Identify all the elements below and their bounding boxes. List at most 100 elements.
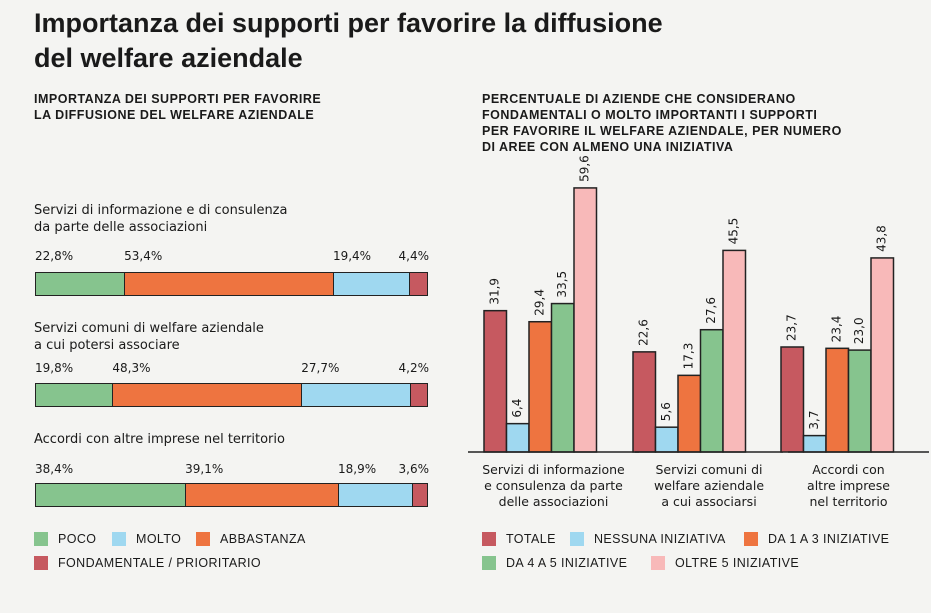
percent-label: 48,3% xyxy=(112,361,151,375)
legend-item-poco: POCO xyxy=(34,532,96,546)
grouped-bar xyxy=(825,347,850,453)
percent-label: 39,1% xyxy=(185,462,224,476)
legend-label-totale: TOTALE xyxy=(506,532,556,546)
legend-swatch-da1a3 xyxy=(744,532,758,546)
category-label: welfare aziendale xyxy=(654,478,764,493)
left-subtitle-line-2: LA DIFFUSIONE DEL WELFARE AZIENDALE xyxy=(34,108,315,122)
category-label: nel territorio xyxy=(810,494,888,509)
left-category-label: Servizi comuni di welfare aziendale a cui… xyxy=(34,320,334,354)
percent-label: 53,4% xyxy=(124,249,163,263)
category-label: Servizi comuni di xyxy=(655,462,762,477)
percent-label: 27,7% xyxy=(301,361,340,375)
legend-label-abbastanza: ABBASTANZA xyxy=(220,532,306,546)
legend-label-fondamentale: FONDAMENTALE / PRIORITARIO xyxy=(58,556,262,570)
page-title-line-2: del welfare aziendale xyxy=(34,43,303,73)
bar-value-label: 33,5 xyxy=(555,271,569,298)
legend-swatch-da4a5 xyxy=(482,556,496,570)
legend-label-da1a3: DA 1 A 3 INIZIATIVE xyxy=(768,532,890,546)
left-category-label-line: a cui potersi associare xyxy=(34,338,180,353)
legend-label-oltre5: OLTRE 5 INIZIATIVE xyxy=(675,556,800,570)
grouped-bar xyxy=(483,309,508,453)
percent-label: 4,4% xyxy=(398,249,430,263)
right-subtitle-line-2: FONDAMENTALI O MOLTO IMPORTANTI I SUPPOR… xyxy=(482,108,818,122)
bar-segment xyxy=(410,384,427,406)
category-label: Servizi di informazione xyxy=(482,462,625,477)
grouped-bar xyxy=(677,374,702,453)
legend-swatch-nessuna xyxy=(570,532,584,546)
bar-segment xyxy=(125,273,334,295)
page-title-line-1: Importanza dei supporti per favorire la … xyxy=(34,8,663,38)
bar-value-label: 43,8 xyxy=(875,225,889,252)
legend-swatch-abbastanza xyxy=(196,532,210,546)
left-category-label: Servizi di informazione e di consulenza d… xyxy=(34,202,334,236)
left-category-label-line: Servizi di informazione e di consulenza xyxy=(34,203,288,218)
bar-segment xyxy=(409,273,427,295)
grouped-bar xyxy=(870,257,895,453)
category-label: a cui associarsi xyxy=(661,494,756,509)
bar-segment xyxy=(36,273,126,295)
stacked-bar xyxy=(35,483,428,507)
bar-segment xyxy=(186,484,340,506)
legend-swatch-oltre5 xyxy=(651,556,665,570)
category-label: Accordi con xyxy=(812,462,884,477)
legend-label-nessuna: NESSUNA INIZIATIVA xyxy=(594,532,726,546)
category-label: e consulenza da parte xyxy=(484,478,623,493)
grouped-bar xyxy=(847,349,872,453)
percent-label: 18,9% xyxy=(338,462,377,476)
grouped-bar xyxy=(632,351,657,453)
bar-value-label: 6,4 xyxy=(510,399,524,418)
right-subtitle-line-1: PERCENTUALE DI AZIENDE CHE CONSIDERANO xyxy=(482,92,796,106)
right-subtitle-line-4: DI AREE CON ALMENO UNA INIZIATIVA xyxy=(482,140,734,154)
bar-value-label: 22,6 xyxy=(637,319,651,346)
bar-value-label: 17,3 xyxy=(682,343,696,370)
percent-label: 4,2% xyxy=(398,361,430,375)
legend-swatch-molto xyxy=(112,532,126,546)
left-category-label-line: da parte delle associazioni xyxy=(34,220,208,235)
bar-segment xyxy=(333,273,410,295)
legend-label-molto: MOLTO xyxy=(136,532,182,546)
legend-item-totale: TOTALE xyxy=(482,532,556,546)
grouped-bar xyxy=(505,422,530,453)
legend-item-da4a5: DA 4 A 5 INIZIATIVE xyxy=(482,556,627,570)
percent-label: 19,4% xyxy=(332,249,372,263)
category-label: delle associazioni xyxy=(499,494,609,509)
right-chart-subtitle: PERCENTUALE DI AZIENDE CHE CONSIDERANO F… xyxy=(482,91,842,155)
grouped-bar xyxy=(654,426,679,453)
stacked-bar xyxy=(35,383,428,407)
bar-segment xyxy=(113,384,303,406)
legend-swatch-poco xyxy=(34,532,48,546)
legend-item-oltre5: OLTRE 5 INIZIATIVE xyxy=(651,556,799,570)
legend-label-da4a5: DA 4 A 5 INIZIATIVE xyxy=(506,556,628,570)
bar-segment xyxy=(36,484,187,506)
grouped-bar xyxy=(573,187,598,453)
legend-swatch-totale xyxy=(482,532,496,546)
bar-value-label: 23,7 xyxy=(785,314,799,341)
legend-swatch-fondamentale xyxy=(34,556,48,570)
category-label: altre imprese xyxy=(807,478,890,493)
percent-label: 38,4% xyxy=(35,462,74,476)
bar-value-label: 5,6 xyxy=(659,402,673,421)
bar-value-label: 29,4 xyxy=(533,289,547,316)
page-title: Importanza dei supporti per favorire la … xyxy=(34,6,663,76)
left-category-label-line: Servizi comuni di welfare aziendale xyxy=(34,321,264,336)
grouped-bar xyxy=(722,249,747,453)
grouped-bar xyxy=(699,328,724,453)
grouped-bar xyxy=(802,434,827,453)
legend-item-nessuna: NESSUNA INIZIATIVA xyxy=(570,532,726,546)
legend-item-fondamentale: FONDAMENTALE / PRIORITARIO xyxy=(34,556,261,570)
bar-segment xyxy=(412,484,427,506)
percent-label: 19,8% xyxy=(35,361,74,375)
percent-label: 3,6% xyxy=(398,462,430,476)
legend-label-poco: POCO xyxy=(58,532,97,546)
stacked-bar xyxy=(35,272,428,296)
bar-value-label: 31,9 xyxy=(488,278,502,305)
bar-value-label: 59,6 xyxy=(578,155,592,182)
left-chart-subtitle: IMPORTANZA DEI SUPPORTI PER FAVORIRE LA … xyxy=(34,91,321,123)
bar-value-label: 45,5 xyxy=(727,218,741,245)
bar-value-label: 27,6 xyxy=(704,297,718,324)
bar-value-label: 23,4 xyxy=(830,316,844,343)
bar-value-label: 3,7 xyxy=(807,411,821,430)
grouped-bar xyxy=(528,320,553,453)
bar-segment xyxy=(339,484,413,506)
bar-value-label: 23,0 xyxy=(852,317,866,344)
